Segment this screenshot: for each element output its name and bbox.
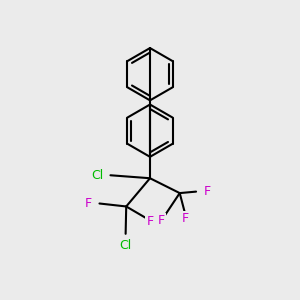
Text: F: F [158, 214, 165, 227]
Text: F: F [146, 215, 154, 228]
Text: F: F [182, 212, 189, 226]
Text: Cl: Cl [92, 169, 104, 182]
Text: F: F [203, 185, 211, 198]
Text: F: F [85, 197, 92, 210]
Text: Cl: Cl [119, 239, 132, 252]
